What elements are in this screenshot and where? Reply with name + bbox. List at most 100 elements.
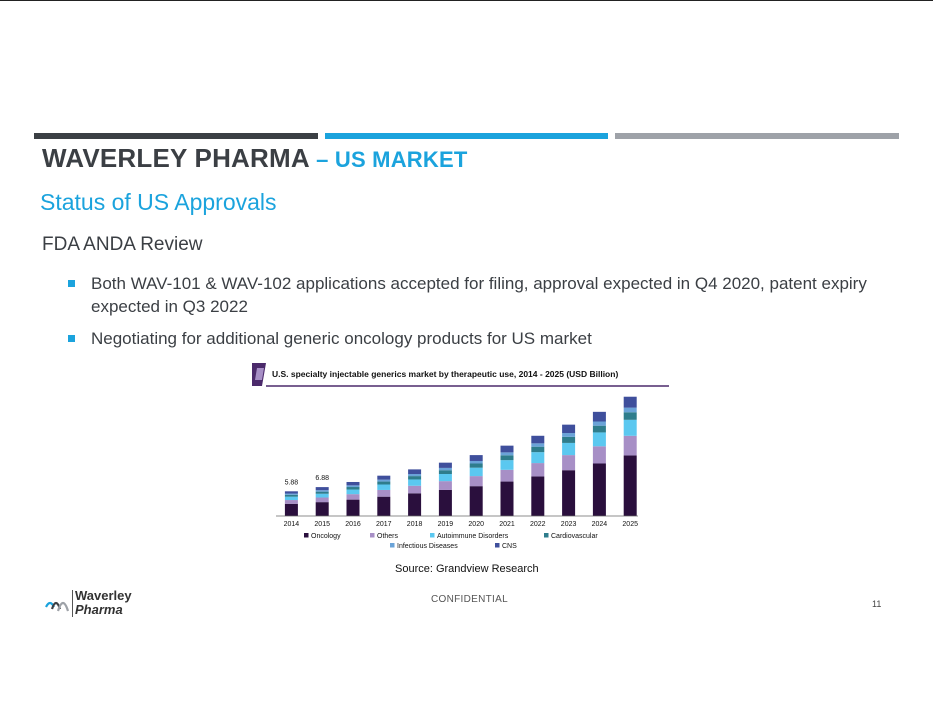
bar-segment-2020-oncology [469,486,483,516]
bar-segment-2025-others [623,435,637,456]
bullet-square-icon [68,335,75,342]
bar-segment-2016-others [346,494,360,500]
x-tick-label: 2022 [530,521,546,528]
slide-title-main: WAVERLEY PHARMA [42,143,310,173]
bar-segment-2020-autoimmune-disorders [469,467,483,477]
x-tick-label: 2020 [468,521,484,528]
bar-segment-2019-autoimmune-disorders [438,474,452,482]
bar-segment-2016-cardiovascular [346,487,360,490]
market-chart-svg: U.S. specialty injectable generics marke… [252,363,669,550]
x-tick-label: 2014 [284,521,300,528]
bar-segment-2022-autoimmune-disorders [531,452,545,464]
bar-segment-2017-cns [377,475,391,480]
bar-segment-2018-others [408,485,422,494]
bar-segment-2020-infectious-diseases [469,460,483,464]
bar-segment-2023-cns [562,424,576,434]
bar-segment-2021-oncology [500,481,514,516]
bar-segment-2019-infectious-diseases [438,467,452,471]
bar-segment-2017-cardiovascular [377,481,391,485]
legend-swatch-cns [495,543,500,548]
x-tick-label: 2023 [561,521,577,528]
bar-segment-2023-others [562,455,576,471]
x-tick-label: 2019 [438,521,454,528]
bar-segment-2016-oncology [346,499,360,516]
slide-title-sub: – US MARKET [309,147,468,172]
legend-label-others: Others [377,533,399,540]
chart-title-accent-light [255,368,264,380]
bar-segment-2019-cardiovascular [438,470,452,474]
bar-segment-2025-cardiovascular [623,412,637,420]
chart-source: Source: Grandview Research [395,563,539,575]
bar-segment-2021-cardiovascular [500,455,514,461]
data-label-2014: 5.88 [285,479,299,486]
confidential-label: CONFIDENTIAL [431,594,508,605]
bar-segment-2017-infectious-diseases [377,479,391,482]
logo-line1: Waverley [75,588,132,603]
bar-segment-2024-others [592,446,606,464]
bar-segment-2024-cardiovascular [592,425,606,433]
bar-segment-2021-infectious-diseases [500,452,514,456]
bar-segment-2019-others [438,481,452,490]
bar-segment-2017-oncology [377,496,391,516]
bar-segment-2022-infectious-diseases [531,443,545,447]
bar-segment-2022-cns [531,435,545,444]
x-tick-label: 2017 [376,521,392,528]
bar-segment-2021-autoimmune-disorders [500,460,514,470]
bar-segment-2022-others [531,463,545,477]
bar-segment-2014-cns [284,491,298,494]
section-heading: FDA ANDA Review [42,234,203,255]
bar-segment-2023-cardiovascular [562,436,576,443]
x-tick-label: 2016 [345,521,361,528]
bar-segment-2023-infectious-diseases [562,433,576,437]
slide-subtitle: Status of US Approvals [40,189,277,215]
legend-label-oncology: Oncology [311,533,341,540]
chart-legend: Oncology Others Autoimmune Disorders Cardio… [304,533,598,550]
header-band-blue [325,133,608,139]
bullet-text: Negotiating for additional generic oncol… [91,329,592,348]
bar-segment-2018-cns [408,469,422,474]
bar-segment-2018-autoimmune-disorders [408,479,422,486]
bar-segment-2025-oncology [623,455,637,516]
bar-segment-2015-infectious-diseases [315,490,329,492]
bar-segment-2014-cardiovascular [284,494,298,497]
logo-line2: Pharma [75,602,123,617]
bar-segment-2015-oncology [315,502,329,516]
bar-segment-2014-others [284,500,298,504]
bar-segment-2014-autoimmune-disorders [284,496,298,501]
legend-swatch-autoimmune-disorders [430,533,435,538]
legend-label-infectious-diseases: Infectious Diseases [397,543,458,550]
bar-segment-2023-oncology [562,470,576,516]
bar-segment-2020-cardiovascular [469,463,483,468]
bar-segment-2018-oncology [408,493,422,516]
bar-segment-2025-autoimmune-disorders [623,419,637,436]
legend-label-cardiovascular: Cardiovascular [551,533,598,540]
x-tick-label: 2025 [622,521,638,528]
bar-segment-2024-cns [592,411,606,422]
x-tick-label: 2021 [499,521,515,528]
bar-segment-2015-cns [315,487,329,491]
legend-label-cns: CNS [502,543,517,550]
x-tick-label: 2018 [407,521,423,528]
bar-segment-2020-cns [469,455,483,461]
legend-swatch-others [370,533,375,538]
bar-segment-2022-oncology [531,476,545,516]
logo-mark-icon [45,601,70,612]
chart-bars [284,396,637,516]
bar-segment-2015-autoimmune-disorders [315,493,329,498]
chart-title: U.S. specialty injectable generics marke… [272,369,618,379]
bullet-item: Negotiating for additional generic oncol… [68,327,898,350]
bar-segment-2016-cns [346,481,360,486]
bar-segment-2014-oncology [284,503,298,516]
legend-swatch-oncology [304,533,309,538]
bar-segment-2016-infectious-diseases [346,485,360,488]
market-chart: U.S. specialty injectable generics marke… [252,360,672,560]
header-band-gray [615,133,899,139]
bullet-text: Both WAV-101 & WAV-102 applications acce… [91,274,867,316]
chart-x-ticks: 2014 2015 2016 2017 2018 2019 2020 2021 2022 2023… [284,521,638,528]
bar-segment-2019-oncology [438,489,452,516]
bar-segment-2018-infectious-diseases [408,474,422,477]
bar-segment-2023-autoimmune-disorders [562,442,576,456]
data-label-2015: 6.88 [315,475,329,482]
bar-segment-2025-infectious-diseases [623,407,637,413]
bar-segment-2019-cns [438,462,452,468]
